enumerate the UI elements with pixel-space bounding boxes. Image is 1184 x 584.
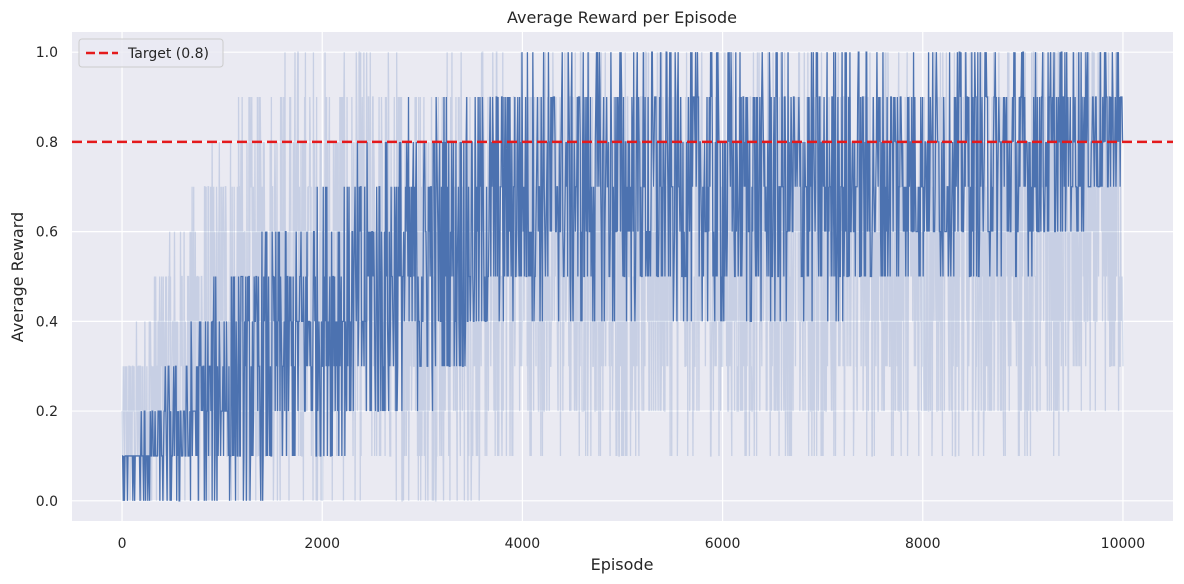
raw-reward-series: [121, 51, 1124, 502]
x-tick-label: 8000: [905, 536, 941, 552]
x-tick-label: 0: [118, 536, 127, 552]
y-tick-label: 0.4: [36, 314, 58, 330]
y-tick-label: 1.0: [36, 45, 58, 61]
x-tick-label: 6000: [705, 536, 741, 552]
x-axis-ticks: 0 2000 4000 6000 8000 10000: [118, 536, 1146, 552]
moving-average-line: [122, 51, 1124, 502]
chart-title: Average Reward per Episode: [507, 8, 737, 27]
x-axis-label: Episode: [591, 555, 654, 574]
raw-reward-line: [121, 51, 1124, 502]
y-tick-label: 0.6: [36, 225, 58, 241]
y-axis-ticks: 0.0 0.2 0.4 0.6 0.8 1.0: [36, 45, 58, 510]
legend-label-target: Target (0.8): [127, 46, 209, 62]
y-tick-label: 0.0: [36, 494, 58, 510]
x-tick-label: 4000: [505, 536, 541, 552]
moving-average-series: [122, 51, 1124, 502]
legend-box: [78, 38, 224, 68]
legend: Target (0.8): [78, 38, 224, 68]
y-tick-label: 0.2: [36, 404, 58, 420]
x-tick-label: 2000: [304, 536, 340, 552]
y-axis-label: Average Reward: [8, 212, 27, 342]
y-tick-label: 0.8: [36, 135, 58, 151]
x-tick-label: 10000: [1101, 536, 1146, 552]
